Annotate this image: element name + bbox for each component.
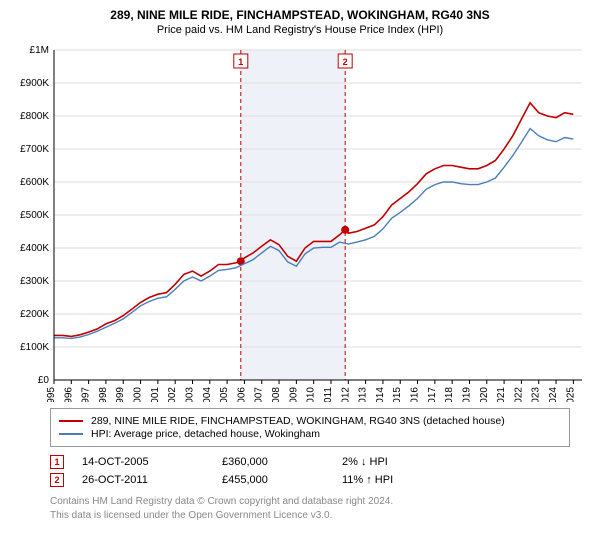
svg-text:£300K: £300K	[20, 276, 49, 287]
svg-text:£0: £0	[38, 375, 50, 386]
svg-text:2013: 2013	[358, 387, 369, 402]
svg-text:£800K: £800K	[20, 111, 49, 122]
sale-row: 2 26-OCT-2011 £455,000 11% ↑ HPI	[50, 473, 570, 487]
svg-text:2012: 2012	[340, 387, 351, 402]
svg-text:£1M: £1M	[30, 45, 49, 56]
svg-text:2015: 2015	[392, 387, 403, 402]
svg-text:2023: 2023	[531, 387, 542, 402]
sale-price: £360,000	[222, 456, 342, 468]
svg-text:2019: 2019	[461, 387, 472, 402]
sale-delta: 2% ↓ HPI	[342, 456, 570, 468]
legend-item-hpi: HPI: Average price, detached house, Woki…	[59, 428, 561, 440]
svg-text:2002: 2002	[167, 387, 178, 402]
svg-text:£600K: £600K	[20, 177, 49, 188]
svg-text:2000: 2000	[133, 387, 144, 402]
legend-swatch-property	[59, 420, 83, 422]
svg-text:2: 2	[343, 57, 348, 67]
svg-text:2024: 2024	[548, 387, 559, 402]
footer-line-2: This data is licensed under the Open Gov…	[50, 509, 570, 523]
svg-text:2014: 2014	[375, 387, 386, 402]
svg-text:£400K: £400K	[20, 243, 49, 254]
svg-text:£700K: £700K	[20, 144, 49, 155]
chart-svg: £0 £100K £200K £300K £400K £500K £600K £700K £80…	[10, 42, 590, 402]
price-chart: £0 £100K £200K £300K £400K £500K £600K £700K £80…	[10, 42, 590, 402]
svg-text:2008: 2008	[271, 387, 282, 402]
svg-text:£900K: £900K	[20, 78, 49, 89]
sale-date: 26-OCT-2011	[82, 474, 222, 486]
svg-text:£500K: £500K	[20, 210, 49, 221]
legend-label-hpi: HPI: Average price, detached house, Woki…	[91, 428, 320, 440]
chart-title: 289, NINE MILE RIDE, FINCHAMPSTEAD, WOKI…	[10, 8, 590, 22]
svg-text:2010: 2010	[306, 387, 317, 402]
chart-subtitle: Price paid vs. HM Land Registry's House …	[10, 24, 590, 36]
svg-text:£100K: £100K	[20, 342, 49, 353]
sale-marker-2: 2	[50, 473, 64, 487]
svg-text:2007: 2007	[254, 387, 265, 402]
footer-attribution: Contains HM Land Registry data © Crown c…	[50, 495, 570, 522]
svg-text:2017: 2017	[427, 387, 438, 402]
svg-text:2018: 2018	[444, 387, 455, 402]
svg-text:2011: 2011	[323, 387, 334, 402]
sale-row: 1 14-OCT-2005 £360,000 2% ↓ HPI	[50, 455, 570, 469]
svg-text:2001: 2001	[150, 387, 161, 402]
svg-text:2025: 2025	[565, 387, 576, 402]
legend-swatch-hpi	[59, 433, 83, 435]
svg-text:2006: 2006	[236, 387, 247, 402]
svg-text:1999: 1999	[115, 387, 126, 402]
footer-line-1: Contains HM Land Registry data © Crown c…	[50, 495, 570, 509]
svg-text:2021: 2021	[496, 387, 507, 402]
svg-text:2022: 2022	[513, 387, 524, 402]
svg-text:1: 1	[238, 57, 243, 67]
svg-text:2003: 2003	[184, 387, 195, 402]
svg-text:1997: 1997	[81, 387, 92, 402]
sale-marker-1: 1	[50, 455, 64, 469]
sale-price: £455,000	[222, 474, 342, 486]
svg-text:2020: 2020	[479, 387, 490, 402]
legend: 289, NINE MILE RIDE, FINCHAMPSTEAD, WOKI…	[50, 408, 570, 447]
legend-label-property: 289, NINE MILE RIDE, FINCHAMPSTEAD, WOKI…	[91, 415, 505, 427]
sale-delta: 11% ↑ HPI	[342, 474, 570, 486]
svg-text:2005: 2005	[219, 387, 230, 402]
sales-table: 1 14-OCT-2005 £360,000 2% ↓ HPI 2 26-OCT…	[50, 455, 570, 487]
svg-text:2016: 2016	[410, 387, 421, 402]
svg-text:1998: 1998	[98, 387, 109, 402]
legend-item-property: 289, NINE MILE RIDE, FINCHAMPSTEAD, WOKI…	[59, 415, 561, 427]
svg-text:£200K: £200K	[20, 309, 49, 320]
svg-text:2009: 2009	[288, 387, 299, 402]
svg-text:1995: 1995	[46, 387, 57, 402]
svg-text:2004: 2004	[202, 387, 213, 402]
svg-text:1996: 1996	[63, 387, 74, 402]
sale-date: 14-OCT-2005	[82, 456, 222, 468]
